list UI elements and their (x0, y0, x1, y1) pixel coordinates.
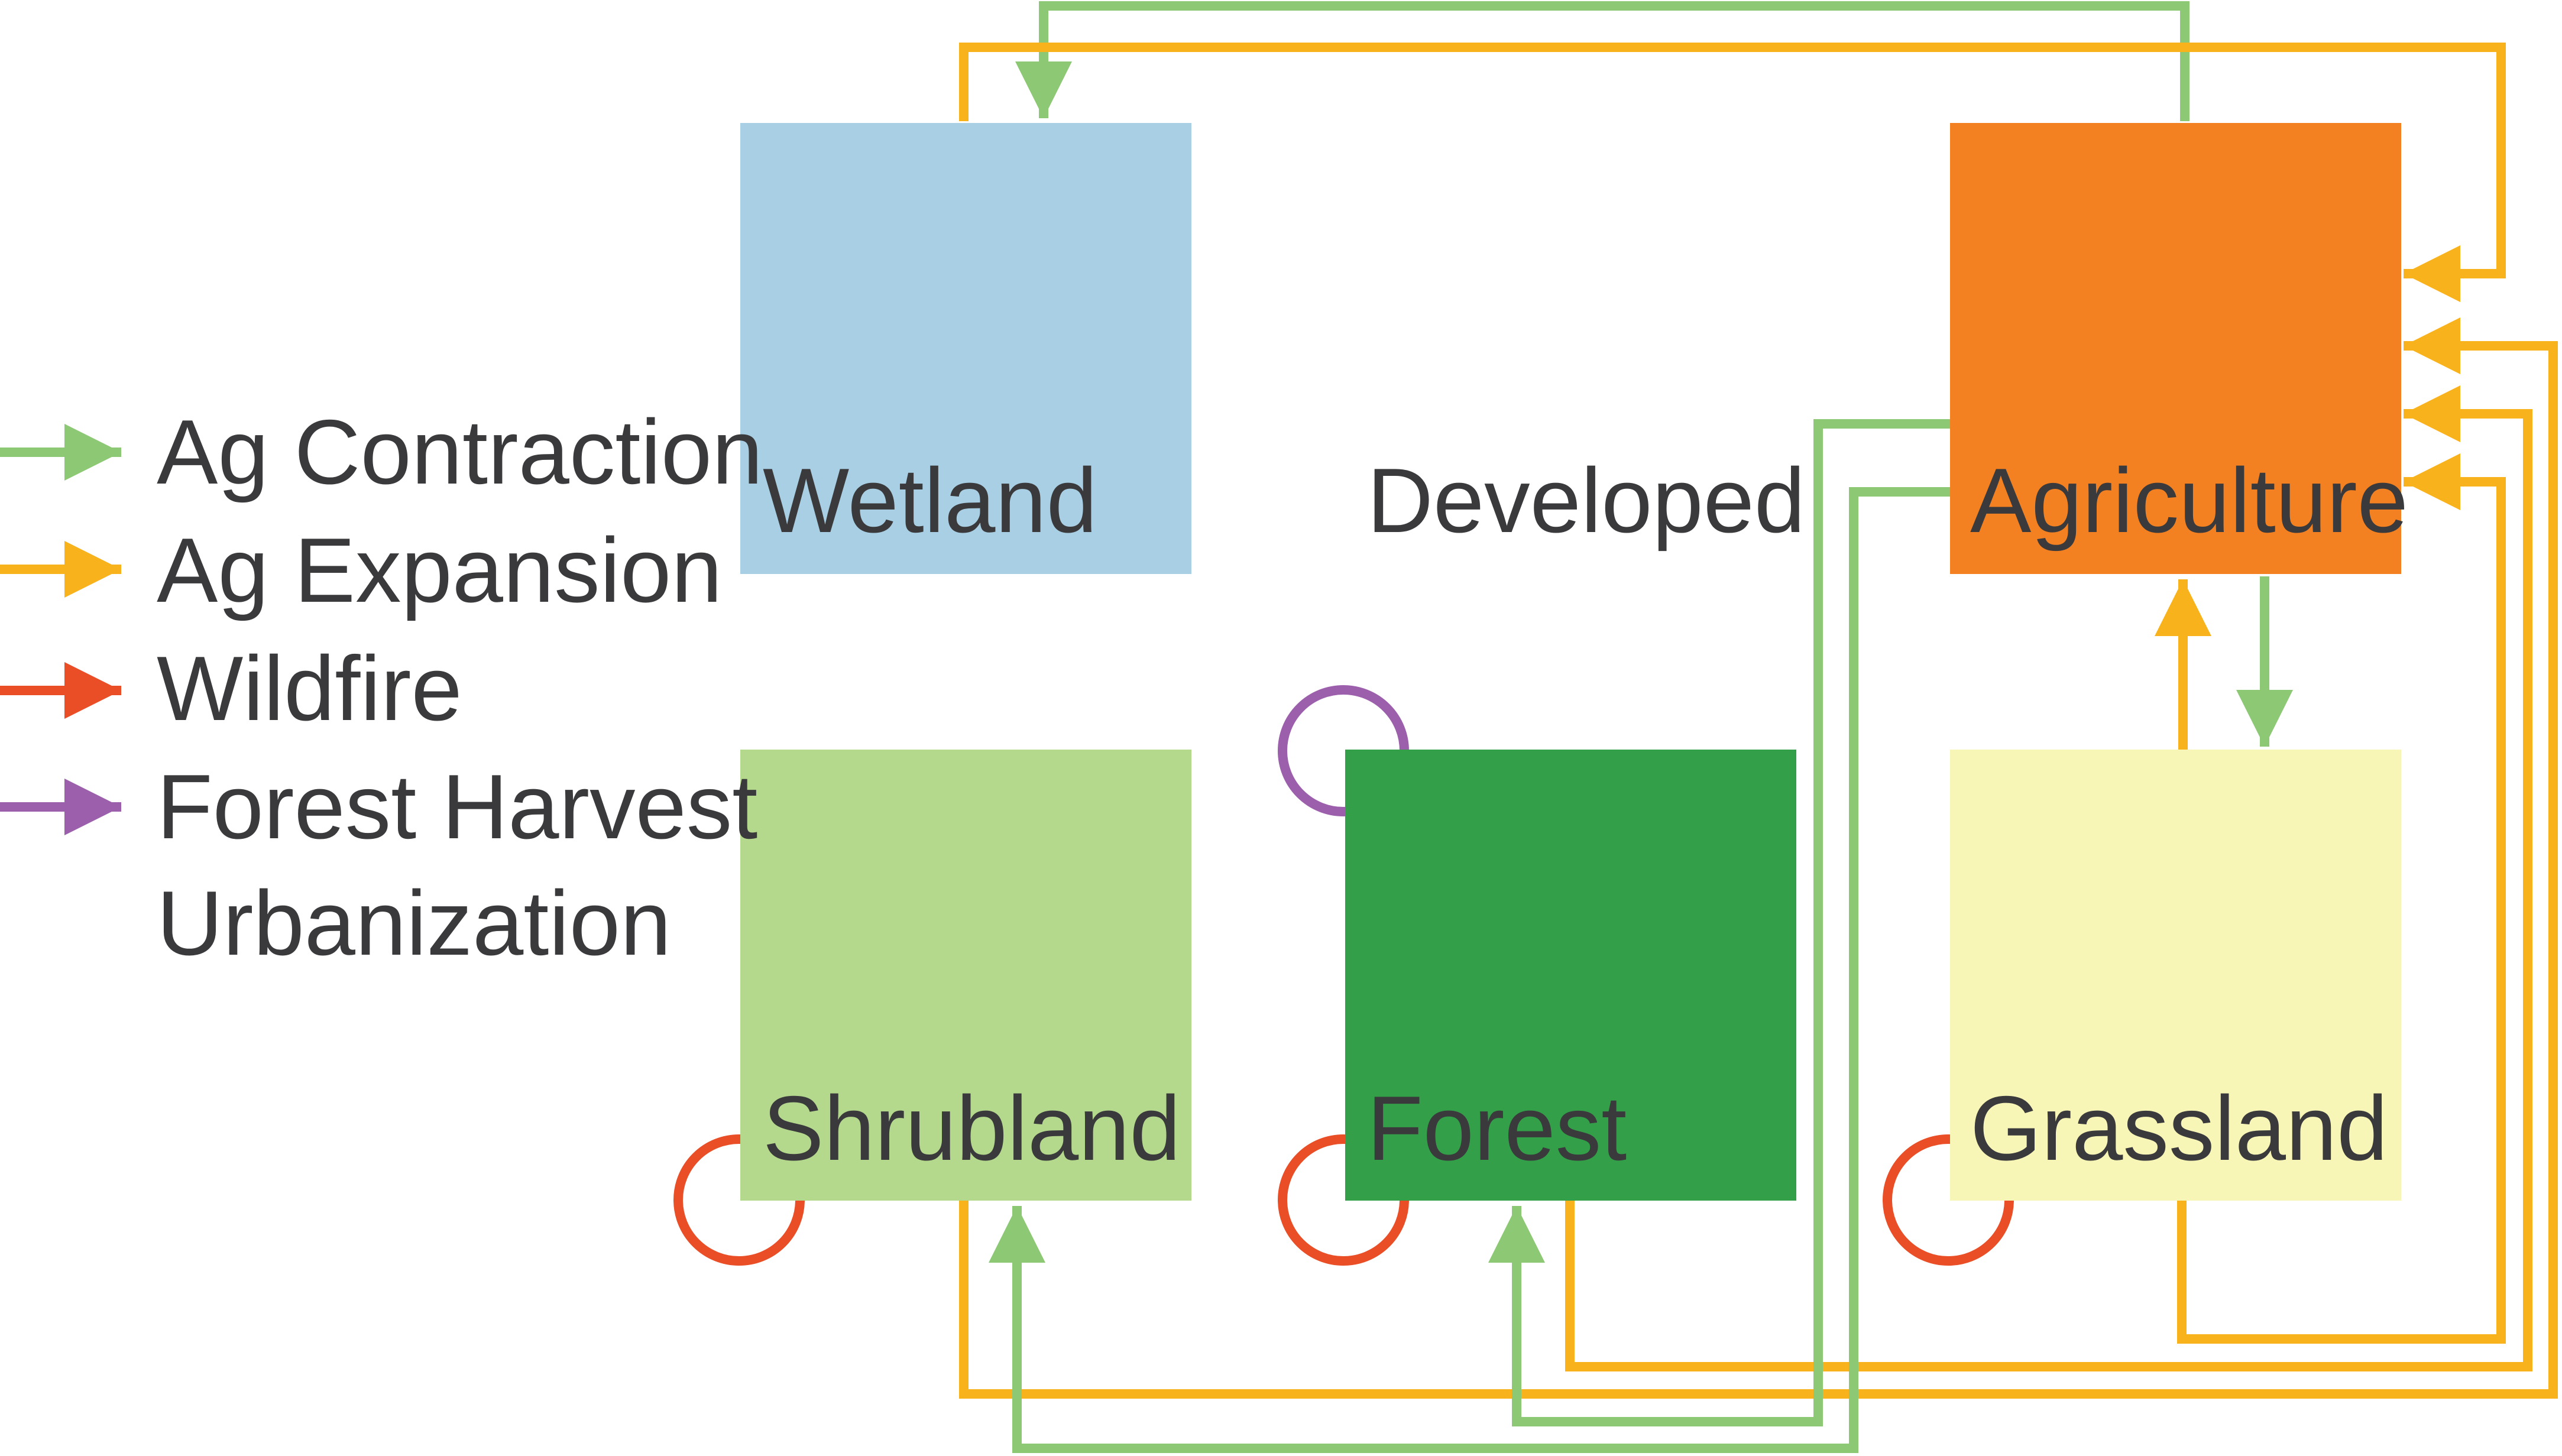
flow-grassland-to-ag (2177, 453, 2506, 1344)
forest-label: Forest (1367, 1077, 1627, 1179)
legend (0, 424, 121, 835)
agriculture-label: Agriculture (1970, 449, 2408, 552)
flow-ag-to-shrubland (989, 487, 1950, 1453)
legend-ag-contraction-label: Ag Contraction (157, 401, 763, 503)
agriculture-box (1950, 123, 2401, 574)
grassland-box (1950, 750, 2401, 1201)
legend-urbanization-label: Urbanization (157, 872, 671, 974)
flow-ag-to-forest (1488, 419, 1950, 1426)
flow-ag-to-wetland (1015, 1, 2189, 121)
flow-wetland-to-ag (959, 43, 2506, 302)
legend-ag-expansion-label: Ag Expansion (157, 519, 723, 621)
shrubland-label: Shrubland (763, 1077, 1181, 1179)
legend-wildfire-label: Wildfire (157, 637, 462, 740)
grassland-label: Grassland (1970, 1077, 2388, 1179)
flow-forest-to-ag (1565, 385, 2532, 1371)
legend-forest-harvest-label: Forest Harvest (157, 755, 757, 858)
wetland-label: Wetland (763, 449, 1097, 552)
forest-box (1345, 750, 1796, 1201)
wetland-box (740, 123, 1191, 574)
developed-label: Developed (1367, 449, 1805, 552)
flow-shrubland-to-ag (959, 317, 2558, 1399)
shrubland-box (740, 750, 1191, 1201)
